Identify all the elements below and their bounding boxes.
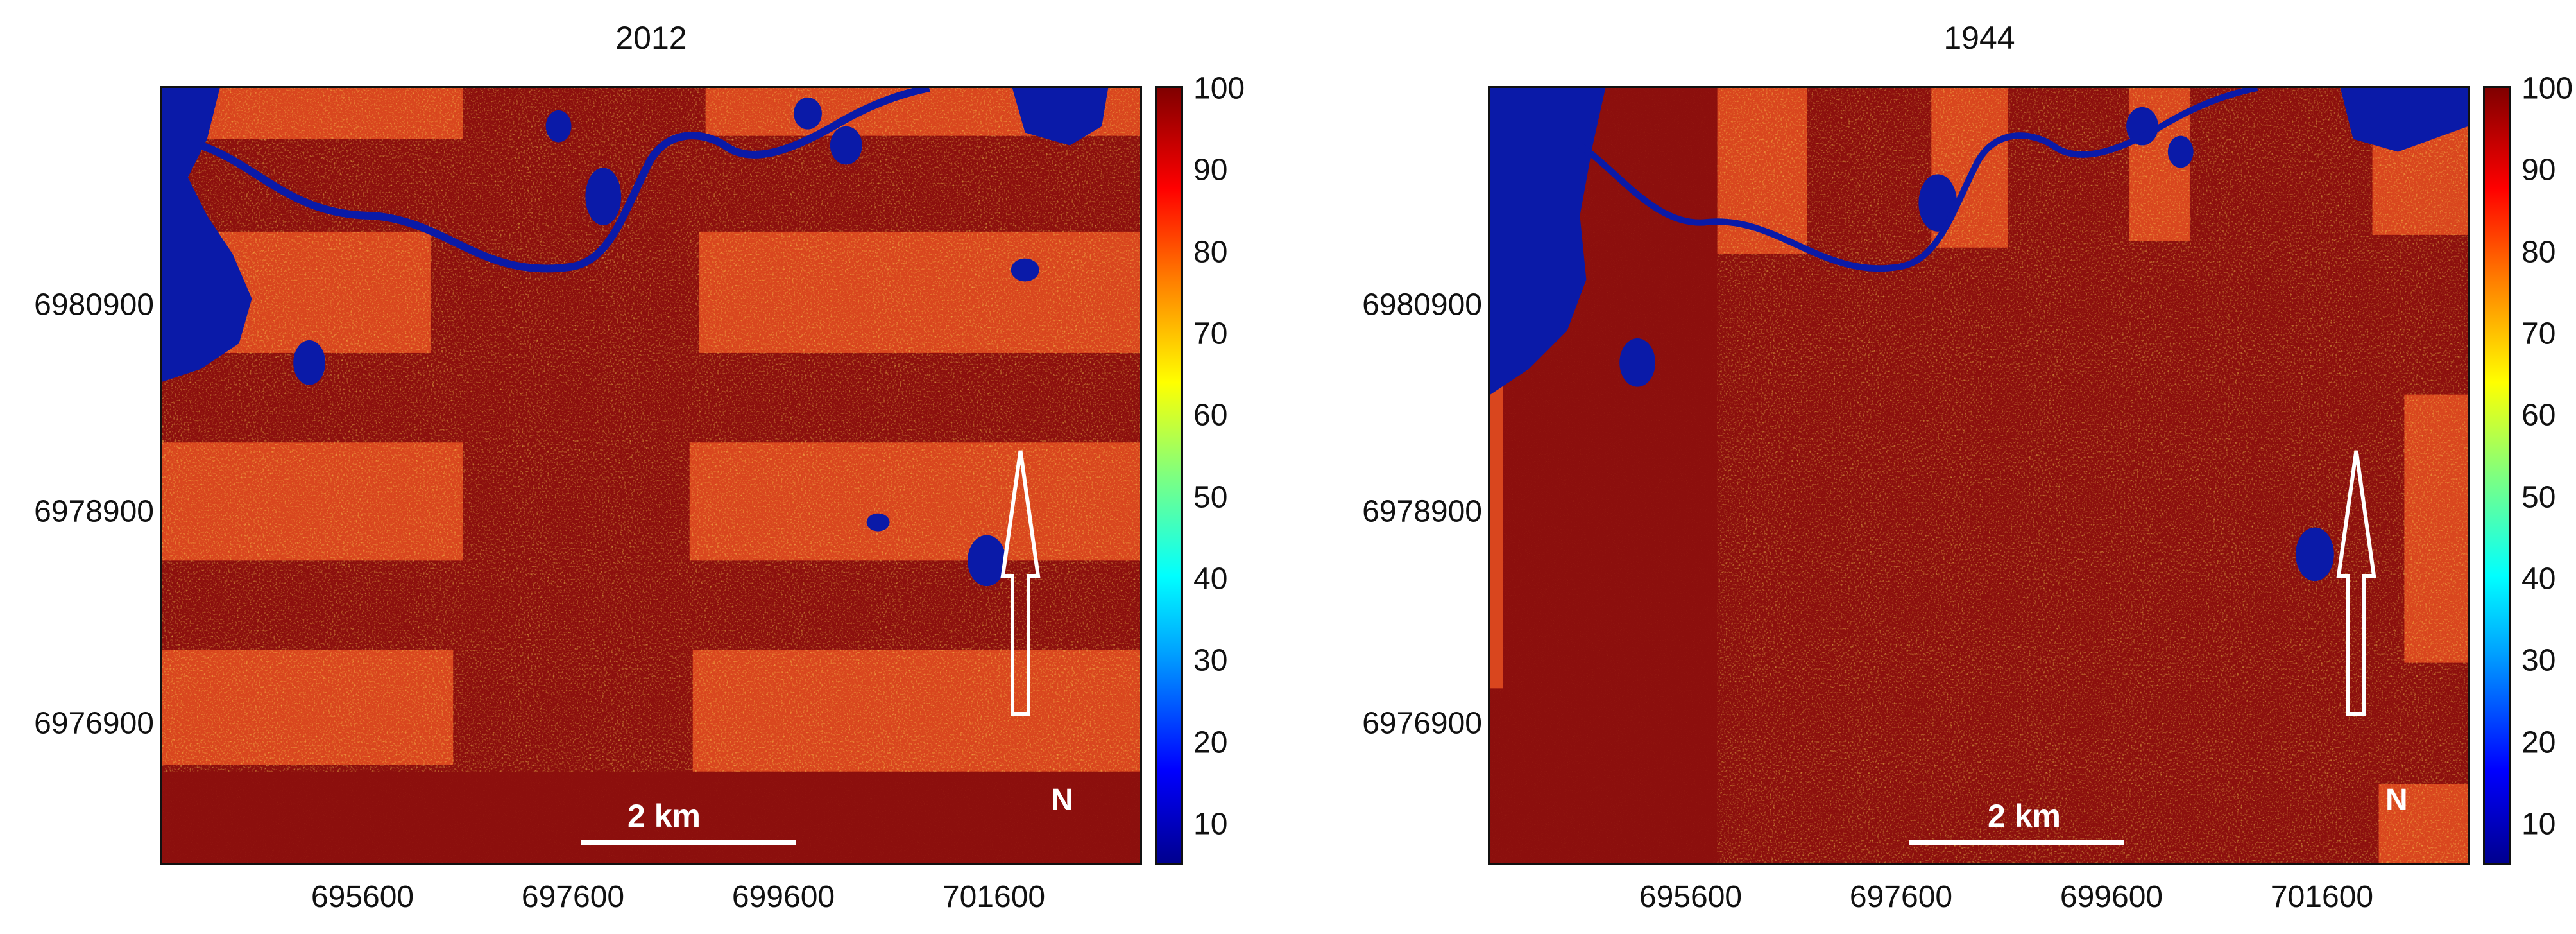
colorbar-tick: 40	[2521, 562, 2556, 596]
raster-image	[1490, 88, 2468, 863]
colorbar-tick: 30	[1193, 643, 1228, 678]
colorbar-tick: 50	[1193, 480, 1228, 515]
colorbar-tick: 70	[2521, 316, 2556, 351]
x-tick-label: 699600	[731, 880, 835, 914]
colorbar-tick: 80	[1193, 235, 1228, 270]
map-panel-2012: 2012	[0, 0, 1283, 934]
north-arrow-icon	[2336, 450, 2376, 716]
scale-bar	[581, 840, 796, 845]
map-panel-1944: 1944	[1328, 0, 2576, 934]
north-label: N	[1051, 783, 1073, 817]
x-tick-label: 699600	[2060, 880, 2163, 914]
y-tick-label: 6976900	[1362, 706, 1482, 741]
colorbar-tick: 70	[1193, 316, 1228, 351]
y-tick-label: 6978900	[1362, 494, 1482, 529]
raster-map: 2 km N	[1488, 86, 2470, 865]
colorbar-tick: 10	[2521, 807, 2556, 842]
raster-image	[162, 88, 1140, 863]
colorbar-tick: 10	[1193, 807, 1228, 842]
y-tick-label: 6976900	[34, 706, 154, 741]
colorbar-tick: 80	[2521, 235, 2556, 270]
y-tick-label: 6980900	[1362, 288, 1482, 322]
scale-bar-label: 2 km	[1988, 798, 2061, 834]
colorbar-tick: 20	[1193, 725, 1228, 760]
colorbar-tick: 60	[1193, 398, 1228, 433]
north-label: N	[2385, 783, 2408, 817]
y-tick-label: 6980900	[34, 288, 154, 322]
x-tick-label: 697600	[521, 880, 625, 914]
raster-map: 2 km N	[160, 86, 1142, 865]
colorbar-tick: 40	[1193, 562, 1228, 596]
colorbar-tick: 20	[2521, 725, 2556, 760]
colorbar-tick: 60	[2521, 398, 2556, 433]
x-tick-label: 697600	[1849, 880, 1953, 914]
scale-bar	[1909, 840, 2124, 845]
x-tick-label: 695600	[311, 880, 414, 914]
panel-title: 2012	[615, 20, 687, 56]
colorbar-tick: 100	[1193, 71, 1245, 106]
y-tick-label: 6978900	[34, 494, 154, 529]
scale-bar-label: 2 km	[627, 798, 701, 834]
colorbar-tick: 50	[2521, 480, 2556, 515]
panel-title: 1944	[1943, 20, 2015, 56]
colorbar	[1155, 86, 1183, 865]
x-tick-label: 701600	[942, 880, 1046, 914]
north-arrow-icon	[1000, 450, 1041, 716]
x-tick-label: 695600	[1639, 880, 1743, 914]
colorbar-tick: 100	[2521, 71, 2573, 106]
colorbar-tick: 30	[2521, 643, 2556, 678]
x-tick-label: 701600	[2270, 880, 2374, 914]
colorbar	[2483, 86, 2511, 865]
colorbar-tick: 90	[2521, 153, 2556, 187]
colorbar-tick: 90	[1193, 153, 1228, 187]
